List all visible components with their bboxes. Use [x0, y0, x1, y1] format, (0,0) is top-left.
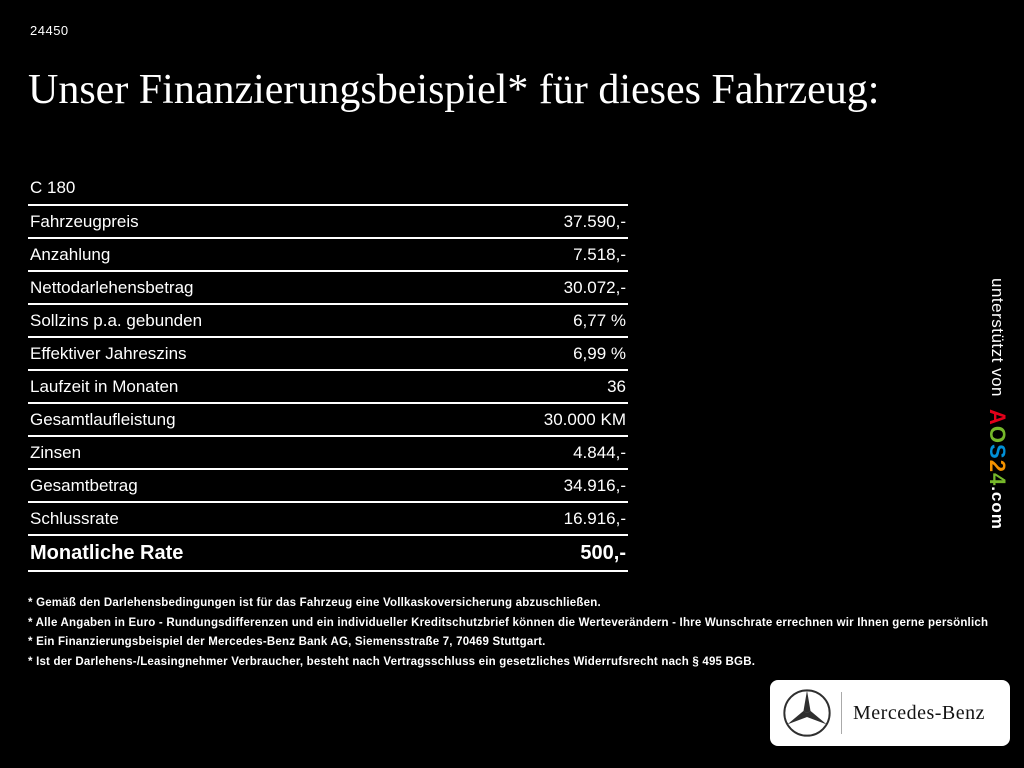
aos24-letter: 2	[985, 459, 1010, 473]
footnotes: * Gemäß den Darlehensbedingungen ist für…	[28, 597, 993, 675]
aos24-logo-text: AOS24.com	[985, 409, 1010, 530]
financing-table: C 180 Fahrzeugpreis 37.590,- Anzahlung 7…	[28, 172, 628, 572]
row-label: Gesamtlaufleistung	[30, 409, 176, 429]
table-row: Effektiver Jahreszins 6,99 %	[28, 336, 628, 369]
mercedes-benz-wordmark: Mercedes-Benz	[853, 701, 985, 724]
row-label: Anzahlung	[30, 244, 111, 264]
table-row: Zinsen 4.844,-	[28, 435, 628, 468]
row-value: 36	[607, 376, 626, 396]
table-row: Gesamtlaufleistung 30.000 KM	[28, 402, 628, 435]
supported-by-text: unterstützt von	[988, 278, 1007, 398]
row-value: 6,77 %	[573, 310, 626, 330]
vertical-watermark: unterstützt von AOS24.com	[985, 278, 1010, 530]
table-row: Nettodarlehensbetrag 30.072,-	[28, 270, 628, 303]
row-value: 6,99 %	[573, 343, 626, 363]
aos24-letter: 4	[985, 472, 1010, 487]
table-row: Laufzeit in Monaten 36	[28, 369, 628, 402]
row-label: Fahrzeugpreis	[30, 211, 139, 231]
footnote: * Alle Angaben in Euro - Rundungsdiffere…	[28, 616, 989, 629]
footnote: * Gemäß den Darlehensbedingungen ist für…	[28, 597, 601, 609]
table-row: Sollzins p.a. gebunden 6,77 %	[28, 303, 628, 336]
table-row: Gesamtbetrag 34.916,-	[28, 468, 628, 501]
row-label: Sollzins p.a. gebunden	[30, 310, 203, 330]
aos24-letter: O	[985, 425, 1010, 445]
reference-number: 24450	[30, 23, 69, 38]
mercedes-benz-badge: Mercedes-Benz	[770, 680, 1010, 746]
aos24-letter: S	[985, 444, 1010, 460]
table-row: Schlussrate 16.916,-	[28, 501, 628, 534]
badge-divider	[841, 692, 842, 734]
row-label: Gesamtbetrag	[30, 475, 138, 495]
aos24-letter: A	[985, 409, 1010, 426]
monthly-rate-row: Monatliche Rate 500,-	[28, 534, 628, 572]
row-label: Zinsen	[30, 442, 82, 462]
row-value: 30.072,-	[563, 277, 626, 297]
row-value: 16.916,-	[563, 508, 626, 528]
table-row: Fahrzeugpreis 37.590,-	[28, 204, 628, 237]
footnote: * Ist der Darlehens-/Leasingnehmer Verbr…	[28, 655, 756, 668]
row-value: 37.590,-	[563, 211, 626, 231]
row-value: 7.518,-	[573, 244, 626, 264]
vehicle-model-label: C 180	[30, 178, 76, 197]
row-value: 30.000 KM	[543, 409, 626, 429]
monthly-rate-label: Monatliche Rate	[30, 541, 184, 564]
row-label: Laufzeit in Monaten	[30, 376, 179, 396]
row-label: Effektiver Jahreszins	[30, 343, 187, 363]
row-value: 34.916,-	[563, 475, 626, 495]
row-label: Schlussrate	[30, 508, 119, 528]
mercedes-star-icon	[782, 688, 832, 738]
row-value: 4.844,-	[573, 442, 626, 462]
aos24-domain-suffix: .com	[988, 486, 1007, 530]
monthly-rate-value: 500,-	[580, 541, 626, 564]
row-label: Nettodarlehensbetrag	[30, 277, 194, 297]
table-row: Anzahlung 7.518,-	[28, 237, 628, 270]
page-title: Unser Finanzierungsbeispiel* für dieses …	[28, 67, 880, 113]
vehicle-model-row: C 180	[28, 172, 628, 204]
footnote: * Ein Finanzierungsbeispiel der Mercedes…	[28, 636, 546, 648]
